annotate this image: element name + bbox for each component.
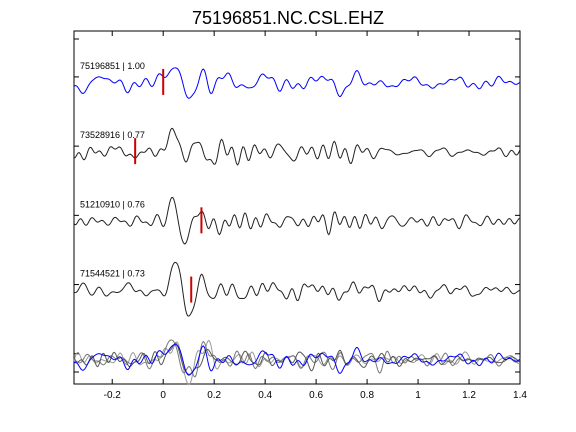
stack-trace-line xyxy=(73,342,521,375)
pick-markers xyxy=(134,68,203,303)
x-tick-label: -0.2 xyxy=(104,390,122,401)
x-tick-label: 1 xyxy=(415,390,421,401)
waveform-trace-line xyxy=(73,196,521,245)
x-tick-label: 0.8 xyxy=(360,390,374,401)
waveform-trace-line xyxy=(73,127,521,166)
trace-label: 73528916 | 0.77 xyxy=(80,130,145,140)
plot-axes-frame xyxy=(73,30,521,385)
x-tick-label: 0.6 xyxy=(309,390,323,401)
trace-label: 75196851 | 1.00 xyxy=(80,61,145,71)
axis-ticks: -0.2 0 0.2 0.4 0.6 0.8 1 1.2 1.4 xyxy=(74,31,527,401)
x-tick-label: 1.4 xyxy=(513,390,527,401)
stack-trace-line xyxy=(73,344,521,376)
x-tick-label: 1.2 xyxy=(462,390,476,401)
waveform-traces xyxy=(73,67,521,386)
x-tick-label: 0 xyxy=(160,390,166,401)
x-tick-label: 0.2 xyxy=(207,390,221,401)
trace-label: 71544521 | 0.73 xyxy=(80,269,145,279)
trace-label: 51210910 | 0.76 xyxy=(80,199,145,209)
waveform-trace-line xyxy=(73,67,521,99)
chart-title: 75196851.NC.CSL.EHZ xyxy=(192,8,384,28)
trace-labels: 75196851 | 1.00 73528916 | 0.77 51210910 |… xyxy=(80,61,145,279)
x-tick-label: 0.4 xyxy=(258,390,272,401)
waveform-trace-line xyxy=(73,261,521,317)
